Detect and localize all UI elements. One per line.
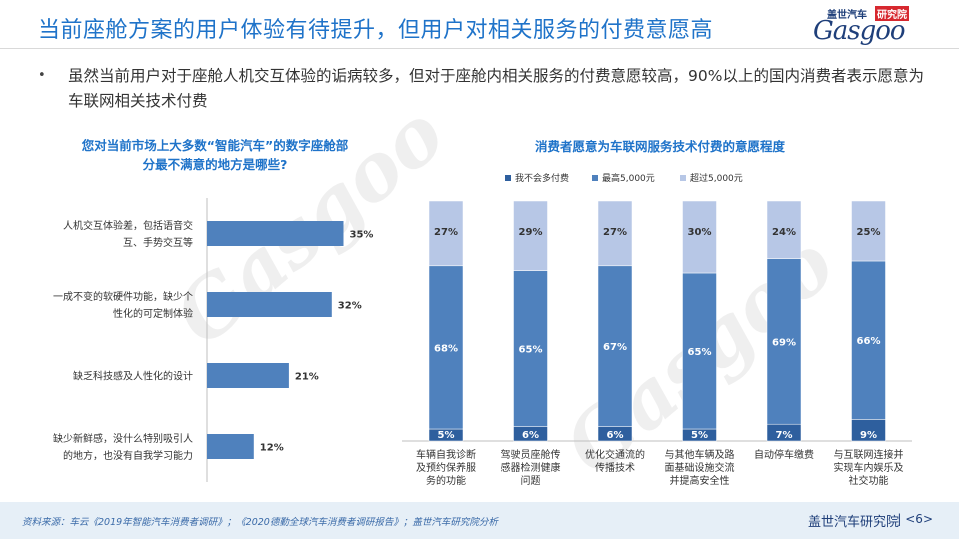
left-category-label: 缺乏科技感及人性化的设计	[73, 370, 193, 383]
page-number: | <6>	[897, 512, 933, 526]
stacked-bar-segment	[851, 260, 886, 420]
stacked-bar-segment	[428, 200, 464, 267]
footer-org: 盖世汽车研究院	[807, 515, 899, 530]
right-category-label: 实现车内娱乐及	[834, 461, 904, 474]
right-category-label: 及预约保养服	[416, 461, 476, 474]
bullet-dot-icon: •	[38, 68, 46, 83]
stacked-bar-value: 24%	[772, 227, 796, 238]
stacked-bar-segment	[597, 200, 633, 267]
logo-cn-tag: 研究院	[875, 6, 909, 21]
left-chart-title: 您对当前市场上大多数“智能汽车”的数字座舱部 分最不满意的地方是哪些?	[40, 136, 390, 174]
legend-swatch	[592, 175, 598, 181]
stacked-bar-segment	[851, 200, 886, 262]
right-category-label: 驾驶员座舱传	[501, 448, 561, 461]
stacked-bar-segment	[766, 200, 802, 259]
left-bar	[207, 221, 344, 246]
stacked-bar-segment	[597, 265, 633, 427]
stacked-bar-value: 65%	[688, 347, 712, 358]
left-bar	[207, 292, 332, 317]
stacked-bar-value: 9%	[860, 430, 877, 441]
right-chart-title: 消费者愿意为车联网服务技术付费的意愿程度	[534, 139, 785, 154]
right-category-label: 社交功能	[849, 474, 889, 487]
left-bar	[207, 363, 289, 388]
stacked-bar-value: 5%	[438, 430, 455, 441]
legend-label: 超过5,000元	[690, 172, 743, 184]
left-bar	[207, 434, 254, 459]
stacked-bar-segment	[682, 272, 717, 430]
right-category-label: 优化交通流的	[585, 448, 645, 461]
stacked-bar-value: 7%	[776, 430, 793, 441]
left-category-label: 一成不变的软硬件功能，缺少个	[53, 290, 193, 303]
stacked-bar-value: 25%	[857, 227, 881, 238]
left-bar-value: 21%	[295, 372, 319, 383]
left-category-label: 的地方，也没有自我学习能力	[63, 449, 193, 462]
stacked-bar-value: 27%	[434, 227, 458, 238]
left-bar-value: 12%	[260, 443, 284, 454]
title-divider	[0, 48, 959, 49]
left-chart-title-line: 您对当前市场上大多数“智能汽车”的数字座舱部	[81, 138, 349, 153]
left-bar-value: 35%	[350, 230, 374, 241]
legend-swatch	[505, 175, 511, 181]
source-note: 资料来源：车云《2019年智能汽车消费者调研》；《2020德勤全球汽车消费者调研…	[22, 517, 498, 528]
left-bar-value: 32%	[338, 301, 362, 312]
gasgoo-logo: 盖世汽车 研究院 Gasgoo	[813, 6, 933, 46]
footer-bar	[0, 502, 959, 539]
bullet-text: 虽然当前用户对于座舱人机交互体验的诟病较多，但对于座舱内相关服务的付费意愿较高，…	[68, 67, 924, 110]
right-category-label: 与互联网连接并	[834, 448, 904, 461]
stacked-bar-value: 5%	[691, 430, 708, 441]
stacked-bar-segment	[513, 200, 548, 271]
logo-en: Gasgoo	[813, 16, 906, 46]
stacked-bar-value: 29%	[519, 227, 543, 238]
stacked-bar-segment	[682, 200, 717, 274]
stacked-bar-value: 67%	[603, 342, 627, 353]
legend-label: 最高5,000元	[602, 172, 655, 184]
logo-cn: 盖世汽车	[827, 10, 867, 21]
right-category-label: 感器检测健康	[501, 461, 561, 474]
stacked-bar-value: 6%	[522, 430, 539, 441]
right-category-label: 并提高安全性	[670, 474, 730, 487]
stacked-bar-value: 65%	[519, 345, 543, 356]
stacked-bar-value: 6%	[607, 430, 624, 441]
left-category-label: 人机交互体验差，包括语音交	[63, 219, 193, 232]
right-category-label: 与其他车辆及路	[665, 448, 735, 461]
page-title: 当前座舱方案的用户体验有待提升，但用户对相关服务的付费意愿高	[38, 18, 714, 43]
right-category-label: 车辆自我诊断	[416, 448, 476, 461]
stacked-bar-value: 27%	[603, 227, 627, 238]
right-category-label: 务的功能	[426, 474, 466, 487]
left-category-label: 互、手势交互等	[123, 236, 193, 249]
stacked-bar-value: 69%	[772, 337, 796, 348]
stacked-bar-segment	[766, 258, 802, 425]
right-category-label: 问题	[521, 474, 541, 487]
stacked-bar-value: 30%	[688, 227, 712, 238]
right-category-label: 传播技术	[595, 461, 635, 474]
left-category-label: 性化的可定制体验	[113, 307, 193, 320]
right-category-label: 自动停车缴费	[754, 448, 814, 461]
legend-swatch	[680, 175, 686, 181]
right-category-label: 面基础设施交流	[665, 461, 735, 474]
stacked-bar-value: 68%	[434, 343, 458, 354]
stacked-bar-value: 66%	[857, 336, 881, 347]
legend-label: 我不会多付费	[515, 172, 569, 184]
left-chart-title-line: 分最不满意的地方是哪些?	[142, 157, 288, 172]
left-category-label: 缺少新鲜感，没什么特别吸引人	[53, 432, 193, 445]
